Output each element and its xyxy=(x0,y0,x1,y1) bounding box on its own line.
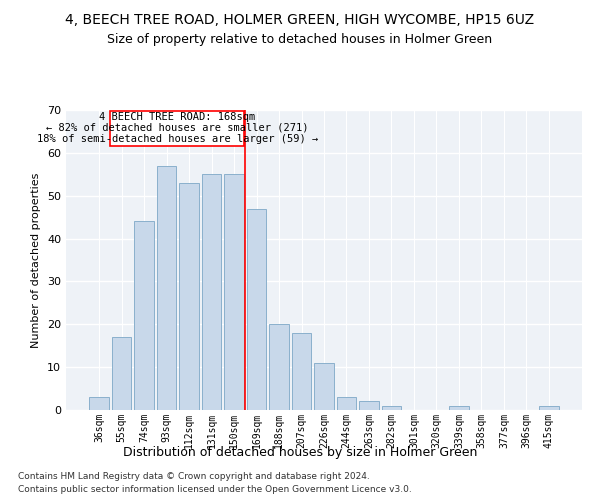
Text: 4, BEECH TREE ROAD, HOLMER GREEN, HIGH WYCOMBE, HP15 6UZ: 4, BEECH TREE ROAD, HOLMER GREEN, HIGH W… xyxy=(65,12,535,26)
FancyBboxPatch shape xyxy=(110,111,244,146)
Bar xyxy=(224,174,244,410)
Text: 4 BEECH TREE ROAD: 168sqm: 4 BEECH TREE ROAD: 168sqm xyxy=(99,112,256,122)
Bar xyxy=(269,324,289,410)
Bar xyxy=(112,337,131,410)
Bar xyxy=(449,406,469,410)
Bar xyxy=(314,363,334,410)
Text: Size of property relative to detached houses in Holmer Green: Size of property relative to detached ho… xyxy=(107,32,493,46)
Bar xyxy=(202,174,221,410)
Bar xyxy=(247,208,266,410)
Bar xyxy=(539,406,559,410)
Bar xyxy=(359,402,379,410)
Bar xyxy=(382,406,401,410)
Bar xyxy=(179,183,199,410)
Text: Contains public sector information licensed under the Open Government Licence v3: Contains public sector information licen… xyxy=(18,485,412,494)
Bar xyxy=(89,397,109,410)
Bar xyxy=(134,222,154,410)
Bar xyxy=(337,397,356,410)
Bar xyxy=(292,333,311,410)
Text: Contains HM Land Registry data © Crown copyright and database right 2024.: Contains HM Land Registry data © Crown c… xyxy=(18,472,370,481)
Text: 18% of semi-detached houses are larger (59) →: 18% of semi-detached houses are larger (… xyxy=(37,134,318,144)
Y-axis label: Number of detached properties: Number of detached properties xyxy=(31,172,41,348)
Bar xyxy=(157,166,176,410)
Text: ← 82% of detached houses are smaller (271): ← 82% of detached houses are smaller (27… xyxy=(46,123,308,133)
Text: Distribution of detached houses by size in Holmer Green: Distribution of detached houses by size … xyxy=(123,446,477,459)
